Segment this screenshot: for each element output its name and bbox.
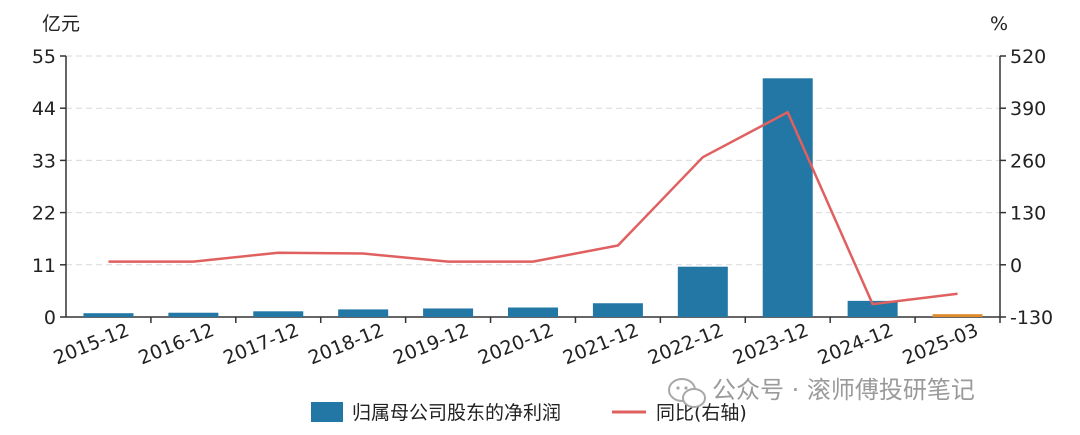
x-tick-label: 2021-12	[560, 319, 642, 369]
left-tick-label: 55	[32, 46, 56, 68]
x-tick-label: 2025-03	[900, 319, 982, 369]
wechat-icon	[668, 378, 706, 408]
left-tick-label: 22	[32, 203, 56, 225]
bar	[83, 313, 134, 317]
bar	[508, 307, 558, 317]
x-tick-label: 2020-12	[475, 319, 557, 369]
x-tick-label: 2023-12	[730, 319, 812, 369]
bar	[168, 312, 219, 317]
left-axis-unit: 亿元	[42, 13, 80, 35]
bar	[932, 314, 983, 317]
right-axis-unit: %	[990, 13, 1008, 35]
left-tick-label: 44	[32, 98, 56, 120]
x-tick-label: 2018-12	[305, 319, 387, 369]
grid-lines	[66, 55, 1000, 266]
x-tick-label: 2022-12	[645, 319, 727, 369]
yoy-line	[108, 110, 958, 306]
line-series	[108, 110, 958, 306]
legend: 归属母公司股东的净利润 同比(右轴)	[311, 402, 747, 424]
bar	[847, 300, 898, 317]
x-tick-label: 2017-12	[220, 319, 302, 369]
x-tick-label: 2024-12	[815, 319, 897, 369]
bar	[762, 78, 813, 317]
right-tick-label: 260	[1010, 150, 1046, 172]
watermark: 公众号 · 滚师傅投研笔记	[668, 376, 975, 408]
left-tick-label: 0	[44, 307, 56, 329]
right-tick-label: 0	[1010, 255, 1022, 277]
bar	[592, 303, 643, 317]
legend-swatch-bar	[311, 402, 343, 422]
x-tick-label: 2015-12	[50, 319, 132, 369]
bar	[423, 308, 474, 317]
right-tick-label: 390	[1010, 98, 1046, 120]
x-tick-label: 2016-12	[135, 319, 217, 369]
right-tick-label: 520	[1010, 46, 1046, 68]
legend-label-bar: 归属母公司股东的净利润	[352, 402, 561, 424]
left-tick-label: 33	[32, 150, 56, 172]
bar	[253, 311, 304, 317]
bar	[338, 309, 389, 317]
tick-labels: 0 11 22 33 44 55 -130 0 130 260 390 520 2015-12 2016-…	[32, 46, 1053, 369]
legend-label-line: 同比(右轴)	[656, 402, 747, 424]
x-tick-label: 2019-12	[390, 319, 472, 369]
bar-series	[83, 78, 983, 317]
right-tick-label: -130	[1010, 307, 1053, 329]
bar	[677, 266, 728, 317]
left-tick-label: 11	[32, 255, 56, 277]
right-tick-label: 130	[1010, 203, 1046, 225]
watermark-text: 公众号 · 滚师傅投研笔记	[712, 376, 975, 404]
